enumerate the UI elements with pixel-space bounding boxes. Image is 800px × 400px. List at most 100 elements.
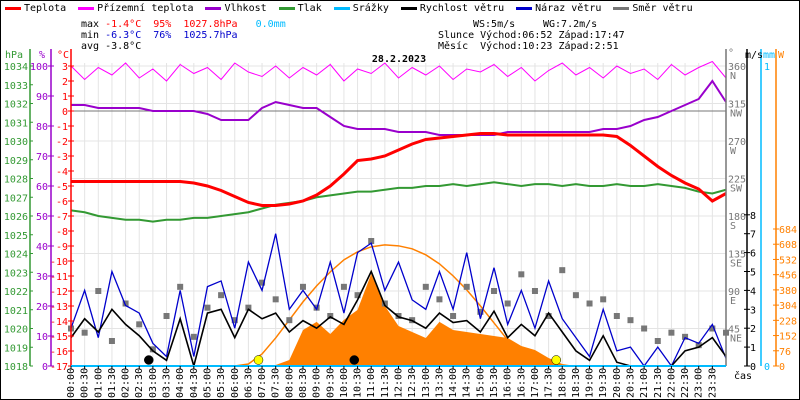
stats-avg: avg -3.8°C bbox=[81, 41, 141, 52]
ms-unit: m/s bbox=[745, 50, 763, 61]
temp-tick-label: -9 bbox=[56, 242, 68, 253]
legend-label: Tlak bbox=[297, 3, 322, 14]
hpa-tick-label: 1026 bbox=[4, 212, 28, 223]
x-tick-label: 07:30 bbox=[271, 368, 282, 398]
x-tick-label: 05:00 bbox=[202, 368, 213, 398]
legend-item-humidity: Vlhkost bbox=[205, 3, 267, 14]
x-tick-label: 13:00 bbox=[421, 368, 432, 398]
ms-tick-label: 5 bbox=[750, 268, 756, 279]
stats-max: max -1.4°C 95% 1027.8hPa 0.0mm bbox=[81, 19, 286, 30]
wind-dir-point bbox=[641, 325, 648, 332]
x-tick-label: 23:00 bbox=[694, 368, 705, 398]
label: min bbox=[81, 30, 100, 41]
temp-tick-label: -2 bbox=[56, 137, 68, 148]
legend-item-ground-temp: Přízemní teplota bbox=[78, 3, 193, 14]
temp-tick-label: -6 bbox=[56, 197, 68, 208]
x-tick-label: 00:30 bbox=[80, 368, 91, 398]
x-tick-label: 01:30 bbox=[107, 368, 118, 398]
dir-tick-label: 270 bbox=[728, 137, 746, 148]
wind-speed-line bbox=[70, 269, 727, 370]
w-tick-label: 304 bbox=[779, 301, 797, 312]
wind-dir-point bbox=[368, 238, 375, 244]
x-tick-label: 20:00 bbox=[612, 368, 623, 398]
temp-tick-label: -1 bbox=[56, 122, 68, 133]
x-tick-label: 09:30 bbox=[325, 368, 336, 398]
pressure-line bbox=[70, 181, 727, 223]
dir-compass-label: W bbox=[730, 146, 737, 157]
pct-tick-label: 90 bbox=[36, 92, 48, 103]
legend-label: Srážky bbox=[352, 3, 389, 14]
legend-item-temp: Teplota bbox=[5, 3, 66, 14]
wind-dir-point bbox=[627, 317, 634, 324]
x-tick-label: 10:00 bbox=[339, 368, 350, 398]
legend-label: Náraz větru bbox=[535, 3, 602, 14]
dir-compass-label: S bbox=[730, 221, 736, 232]
x-tick-label: 13:30 bbox=[434, 368, 445, 398]
legend-label: Směr větru bbox=[632, 3, 693, 14]
sunset-marker bbox=[551, 355, 561, 365]
sunrise-marker bbox=[253, 355, 264, 365]
wind-dir-point bbox=[177, 283, 184, 290]
ms-tick-label: 7 bbox=[750, 230, 756, 241]
temp-tick-label: -14 bbox=[50, 317, 68, 328]
w-tick-label: 152 bbox=[779, 332, 797, 343]
hpa-tick-label: 1024 bbox=[4, 250, 28, 261]
w-tick-label: 532 bbox=[779, 255, 797, 266]
legend-item-pressure: Tlak bbox=[278, 3, 322, 14]
wind-dir-point bbox=[354, 292, 361, 299]
legend-label: Rychlost větru bbox=[419, 3, 505, 14]
temp-tick-label: -12 bbox=[50, 287, 68, 298]
hpa-tick-label: 1034 bbox=[4, 62, 28, 73]
x-tick-label: 12:30 bbox=[407, 368, 418, 398]
wind-dir-point bbox=[531, 288, 538, 294]
x-tick-label: 05:30 bbox=[216, 368, 227, 398]
x-tick-label: 20:30 bbox=[625, 368, 636, 398]
wind-dir-point bbox=[81, 329, 88, 336]
min-humidity: 76% bbox=[153, 30, 172, 41]
label: max bbox=[81, 19, 100, 30]
hpa-tick-label: 1022 bbox=[4, 287, 28, 298]
wind-dir-point bbox=[586, 300, 593, 307]
dir-tick-label: 315 bbox=[728, 100, 746, 111]
temp-tick-label: 0 bbox=[62, 107, 68, 118]
wind-max: WS:5m/s bbox=[473, 19, 515, 30]
ground-temp-line bbox=[70, 60, 727, 82]
wind-dir-point bbox=[422, 283, 429, 290]
wind-dir-point bbox=[272, 296, 279, 303]
wind-dir-point bbox=[231, 317, 238, 324]
pct-tick-label: 40 bbox=[36, 242, 48, 253]
pct-tick-label: 70 bbox=[36, 152, 48, 163]
wind-dir-point bbox=[559, 267, 566, 274]
x-tick-label: 15:00 bbox=[475, 368, 486, 398]
wind-dir-point bbox=[163, 313, 170, 319]
max-temp: -1.4°C bbox=[105, 19, 142, 30]
temp-tick-label: -10 bbox=[50, 257, 68, 268]
x-tick-label: 03:00 bbox=[148, 368, 159, 398]
temp-tick-label: -8 bbox=[56, 227, 68, 238]
label: Slunce bbox=[438, 30, 475, 41]
x-tick-label: 14:30 bbox=[462, 368, 473, 398]
pct-tick-label: 100 bbox=[30, 62, 48, 73]
x-tick-label: 07:00 bbox=[257, 368, 268, 398]
dir-compass-label: E bbox=[730, 296, 736, 307]
x-tick-label: 04:00 bbox=[175, 368, 186, 398]
temp-unit: °C bbox=[57, 50, 69, 61]
pct-tick-label: 20 bbox=[36, 302, 48, 313]
label: avg bbox=[81, 41, 100, 52]
pct-tick-label: 30 bbox=[36, 272, 48, 283]
moon-info: Měsíc Východ:10:23 Západ:2:51 bbox=[438, 41, 619, 52]
solar-area bbox=[71, 273, 726, 366]
wind-dir-point bbox=[259, 279, 266, 286]
wind-dir-point bbox=[682, 333, 689, 340]
x-tick-label: 18:00 bbox=[557, 368, 568, 398]
ms-tick-label: 6 bbox=[750, 249, 756, 260]
dir-compass-label: NW bbox=[730, 109, 743, 120]
hpa-tick-label: 1029 bbox=[4, 156, 28, 167]
max-pressure: 1027.8hPa bbox=[183, 19, 238, 30]
legend-item-rain: Srážky bbox=[333, 3, 389, 14]
w-tick-label: 0 bbox=[779, 362, 785, 373]
temp-tick-label: 2 bbox=[62, 77, 68, 88]
wind-dir-point bbox=[149, 346, 156, 353]
temp-tick-label: -17 bbox=[50, 362, 68, 373]
temp-tick-label: -7 bbox=[56, 212, 68, 223]
